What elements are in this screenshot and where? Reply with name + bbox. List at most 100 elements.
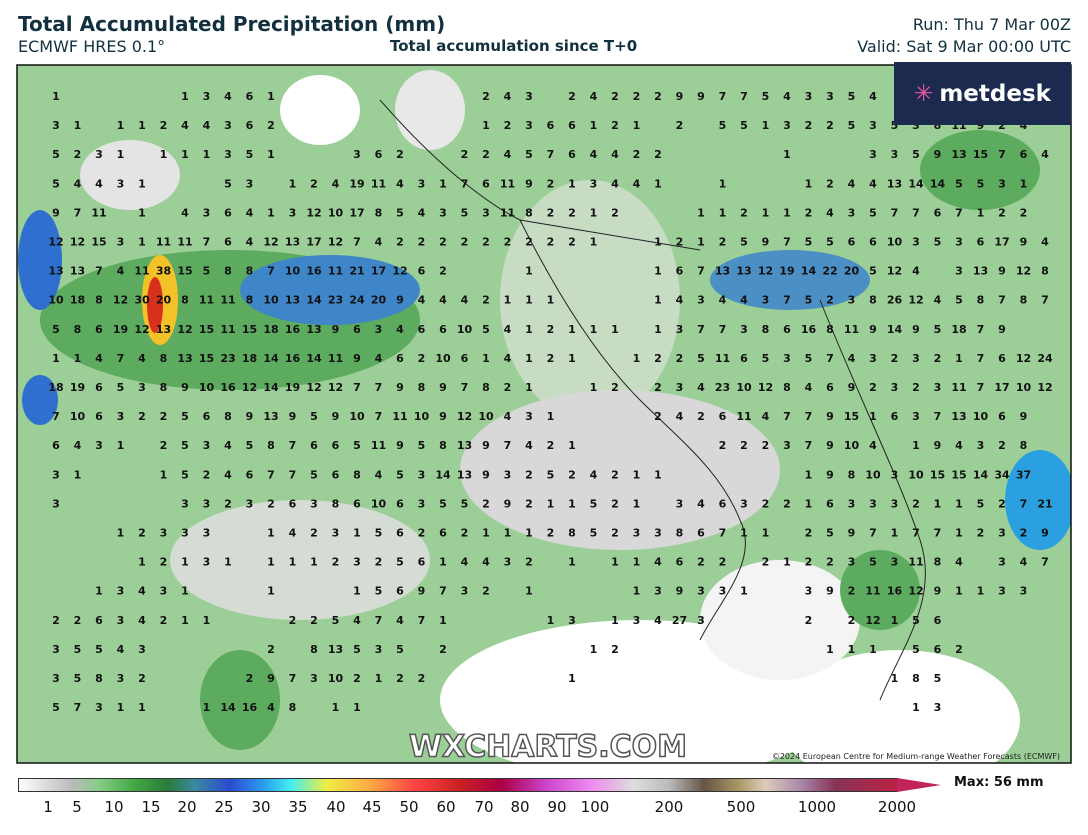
precip-value: 2 [396, 672, 404, 685]
precip-value: 1 [891, 614, 899, 627]
precip-value: 3 [203, 527, 211, 540]
precip-value: 14 [930, 177, 946, 190]
precip-value: 1 [267, 206, 275, 219]
precip-value: 1 [783, 206, 791, 219]
precip-value: 12 [263, 236, 278, 249]
precip-value: 9 [826, 585, 834, 598]
precip-value: 2 [654, 352, 662, 365]
precip-value: 6 [95, 381, 103, 394]
precip-value: 15 [199, 352, 214, 365]
precip-value: 7 [461, 381, 469, 394]
precip-value: 2 [998, 119, 1006, 132]
precip-value: 3 [353, 556, 361, 569]
precip-value: 2 [482, 585, 490, 598]
precip-value: 4 [224, 90, 232, 103]
precip-value: 5 [955, 294, 963, 307]
precip-value: 4 [224, 439, 232, 452]
precip-value: 3 [998, 585, 1006, 598]
precip-value: 2 [977, 527, 985, 540]
precip-value: 4 [590, 468, 598, 481]
precip-value: 1 [138, 556, 146, 569]
precip-value: 6 [934, 614, 942, 627]
precip-value: 14 [908, 177, 924, 190]
precip-value: 2 [482, 497, 490, 510]
precip-value: 10 [285, 265, 301, 278]
precip-value: 1 [955, 352, 963, 365]
precip-value: 2 [547, 206, 555, 219]
precip-value: 3 [783, 352, 791, 365]
precip-value: 2 [160, 556, 168, 569]
precip-value: 11 [908, 556, 923, 569]
precip-value: 3 [418, 497, 426, 510]
precip-value: 9 [396, 439, 404, 452]
precip-value: 9 [826, 468, 834, 481]
precip-value: 9 [439, 381, 447, 394]
precip-value: 4 [396, 323, 404, 336]
precip-value: 10 [973, 410, 989, 423]
precip-value: 7 [439, 585, 447, 598]
precip-value: 1 [568, 352, 576, 365]
precip-value: 1 [267, 527, 275, 540]
precip-value: 3 [891, 148, 899, 161]
precip-value: 2 [805, 119, 813, 132]
precip-value: 2 [160, 119, 168, 132]
precip-value: 3 [310, 497, 318, 510]
precip-value: 3 [52, 497, 60, 510]
precip-value: 3 [525, 119, 533, 132]
precip-value: 11 [220, 294, 235, 307]
precip-value: 2 [547, 352, 555, 365]
precip-value: 9 [1020, 236, 1028, 249]
precip-value: 11 [951, 381, 966, 394]
precip-value: 3 [805, 90, 813, 103]
precip-value: 16 [285, 323, 301, 336]
precip-value: 2 [74, 614, 82, 627]
precip-value: 4 [95, 352, 103, 365]
precip-value: 2 [568, 236, 576, 249]
precip-value: 4 [826, 206, 834, 219]
precip-value: 7 [891, 206, 899, 219]
precip-value: 8 [848, 468, 856, 481]
precip-value: 4 [138, 614, 146, 627]
precip-value: 6 [203, 410, 211, 423]
precip-value: 16 [242, 701, 258, 714]
precip-value: 13 [951, 410, 966, 423]
precip-value: 3 [697, 614, 705, 627]
precip-value: 4 [590, 148, 598, 161]
precip-value: 10 [263, 294, 279, 307]
precip-value: 2 [676, 352, 684, 365]
precip-value: 1 [590, 236, 598, 249]
precip-value: 5 [869, 265, 877, 278]
precip-value: 7 [719, 323, 727, 336]
precip-value: 2 [805, 527, 813, 540]
precip-value: 3 [117, 410, 125, 423]
precip-value: 6 [353, 497, 361, 510]
precip-value: 18 [263, 323, 278, 336]
precip-value: 4 [676, 410, 684, 423]
precip-value: 5 [310, 410, 318, 423]
precip-value: 1 [955, 585, 963, 598]
precip-value: 9 [1020, 410, 1028, 423]
precip-value: 5 [396, 556, 404, 569]
precip-value: 5 [805, 352, 813, 365]
precip-value: 5 [74, 643, 82, 656]
precip-value: 10 [865, 468, 881, 481]
precip-value: 3 [869, 148, 877, 161]
precip-value: 1 [138, 236, 146, 249]
precip-value: 20 [371, 294, 387, 307]
precip-value: 3 [568, 614, 576, 627]
precip-value: 1 [95, 585, 103, 598]
precip-value: 3 [332, 527, 340, 540]
valid-time: Valid: Sat 9 Mar 00:00 UTC [857, 37, 1071, 56]
precip-value: 3 [676, 381, 684, 394]
precip-value: 2 [912, 381, 920, 394]
precip-value: 1 [869, 643, 877, 656]
precip-value: 8 [1020, 439, 1028, 452]
precip-value: 3 [289, 206, 297, 219]
precip-value: 3 [52, 468, 60, 481]
precip-value: 2 [525, 497, 533, 510]
precip-value: 3 [934, 701, 942, 714]
precip-value: 8 [762, 323, 770, 336]
precip-value: 7 [353, 381, 361, 394]
precip-value: 2 [418, 672, 426, 685]
precip-value: 3 [676, 323, 684, 336]
